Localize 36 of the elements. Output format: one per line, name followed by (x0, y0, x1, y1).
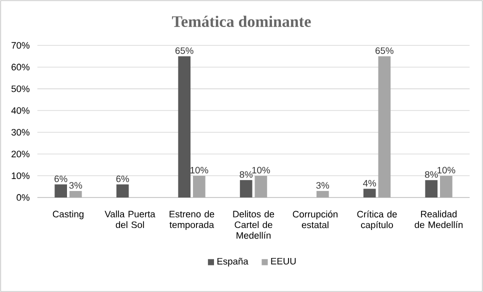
x-tick-label: Valla Puerta del Sol (104, 210, 156, 228)
data-label: 3% (69, 182, 82, 189)
x-tick-label: Delitos de Cartel de Medellín (233, 210, 274, 239)
data-label: 10% (252, 166, 270, 174)
bar (54, 184, 68, 198)
y-tick-label: 0% (16, 194, 30, 201)
bar (240, 180, 252, 198)
data-label: 65% (376, 47, 394, 54)
y-tick-label: 20% (12, 150, 30, 158)
data-label: 3% (316, 182, 330, 189)
x-tick-label: Casting (52, 210, 84, 220)
x-tick-label: Realidad de Medellín (414, 210, 463, 228)
y-tick-label: 10% (12, 172, 30, 179)
data-label: 8% (240, 171, 253, 178)
data-label: 4% (363, 180, 376, 186)
bar (116, 184, 129, 198)
bar (425, 180, 438, 198)
x-tick-label: Estreno de temporada (170, 210, 214, 230)
data-label: 65% (175, 47, 194, 54)
x-tick-label: Corrupción estatal (292, 210, 338, 228)
y-tick-label: 40% (11, 107, 30, 114)
data-label: 8% (425, 171, 438, 178)
y-tick-label: 30% (11, 128, 30, 136)
y-tick-label: 50% (11, 85, 30, 92)
data-label: 10% (190, 166, 208, 174)
x-tick-label: Crítica de capítulo (357, 210, 397, 230)
legend-label: EEUU (271, 258, 296, 264)
y-tick-label: 70% (12, 42, 30, 49)
bar (178, 56, 191, 198)
data-label: 10% (438, 166, 456, 174)
legend-label: España (217, 258, 248, 266)
y-tick-label: 60% (12, 64, 30, 70)
chart-title: Temática dominante (172, 16, 311, 27)
data-label: 6% (54, 175, 68, 182)
bar (363, 188, 376, 198)
data-label: 6% (116, 175, 129, 182)
